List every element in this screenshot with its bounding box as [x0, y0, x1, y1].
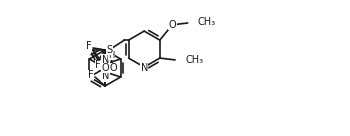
Text: S: S: [106, 45, 112, 55]
Text: O: O: [101, 63, 109, 73]
Text: F: F: [95, 60, 101, 70]
Text: CH₃: CH₃: [198, 17, 216, 27]
Text: F: F: [88, 70, 94, 80]
Text: F: F: [86, 41, 92, 51]
Text: H: H: [108, 51, 115, 60]
Text: N: N: [102, 71, 109, 81]
Text: N: N: [102, 55, 109, 65]
Text: CH₃: CH₃: [185, 55, 203, 65]
Text: N: N: [140, 63, 148, 73]
Text: O: O: [109, 63, 117, 73]
Text: O: O: [101, 63, 109, 73]
Text: O: O: [169, 20, 176, 30]
